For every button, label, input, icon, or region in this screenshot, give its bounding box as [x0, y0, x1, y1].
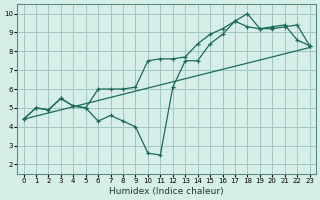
X-axis label: Humidex (Indice chaleur): Humidex (Indice chaleur) [109, 187, 224, 196]
